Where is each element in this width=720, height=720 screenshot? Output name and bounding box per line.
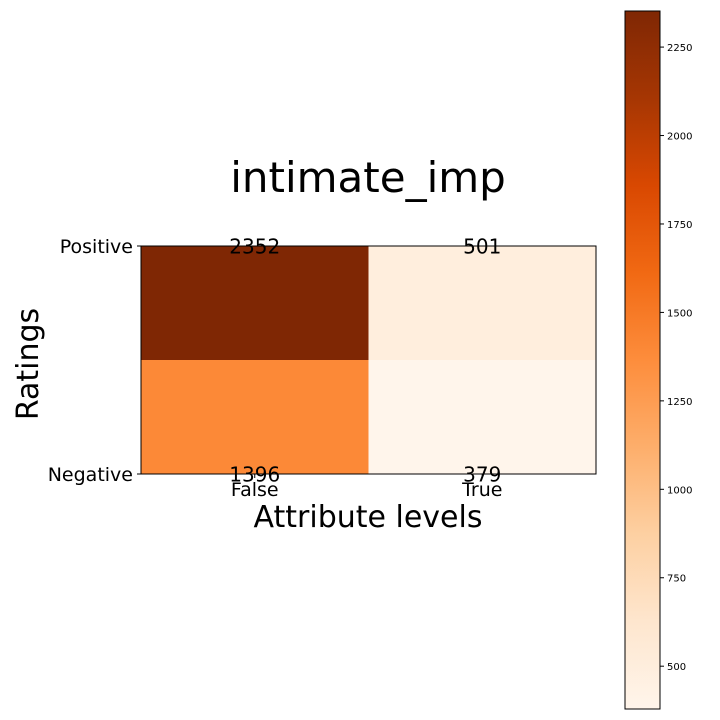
colorbar-tick-label: 1500 [667, 308, 692, 319]
colorbar-tick-label: 2250 [667, 43, 692, 54]
y-tick-label: Negative [48, 464, 133, 486]
x-tick-label: True [461, 479, 502, 501]
x-tick-label: False [231, 479, 279, 501]
heatmap-cell [368, 246, 596, 360]
colorbar-tick-label: 500 [667, 662, 686, 673]
heatmap-cells [141, 246, 596, 474]
y-axis-ticks: Positive Negative [48, 236, 141, 486]
colorbar [624, 10, 661, 710]
y-axis-label: Ratings [11, 308, 46, 420]
heatmap-cell [141, 246, 369, 360]
colorbar-ticks: 500 750 1000 1250 1500 1750 2000 2250 [660, 43, 692, 673]
cell-value-label: 501 [463, 235, 501, 259]
colorbar-tick-label: 1000 [667, 485, 692, 496]
colorbar-tick-label: 2000 [667, 132, 692, 143]
colorbar-tick-label: 750 [667, 574, 686, 585]
y-tick-label: Positive [60, 236, 133, 258]
cell-value-label: 2352 [229, 235, 280, 259]
x-axis-ticks: False True [231, 474, 502, 501]
colorbar-tick-label: 1750 [667, 220, 692, 231]
heatmap-cell [141, 360, 369, 474]
heatmap-cell [368, 360, 596, 474]
colorbar-tick-label: 1250 [667, 397, 692, 408]
chart-title: intimate_imp [230, 153, 506, 202]
plot-frame [140, 245, 597, 475]
x-axis-label: Attribute levels [254, 500, 483, 535]
